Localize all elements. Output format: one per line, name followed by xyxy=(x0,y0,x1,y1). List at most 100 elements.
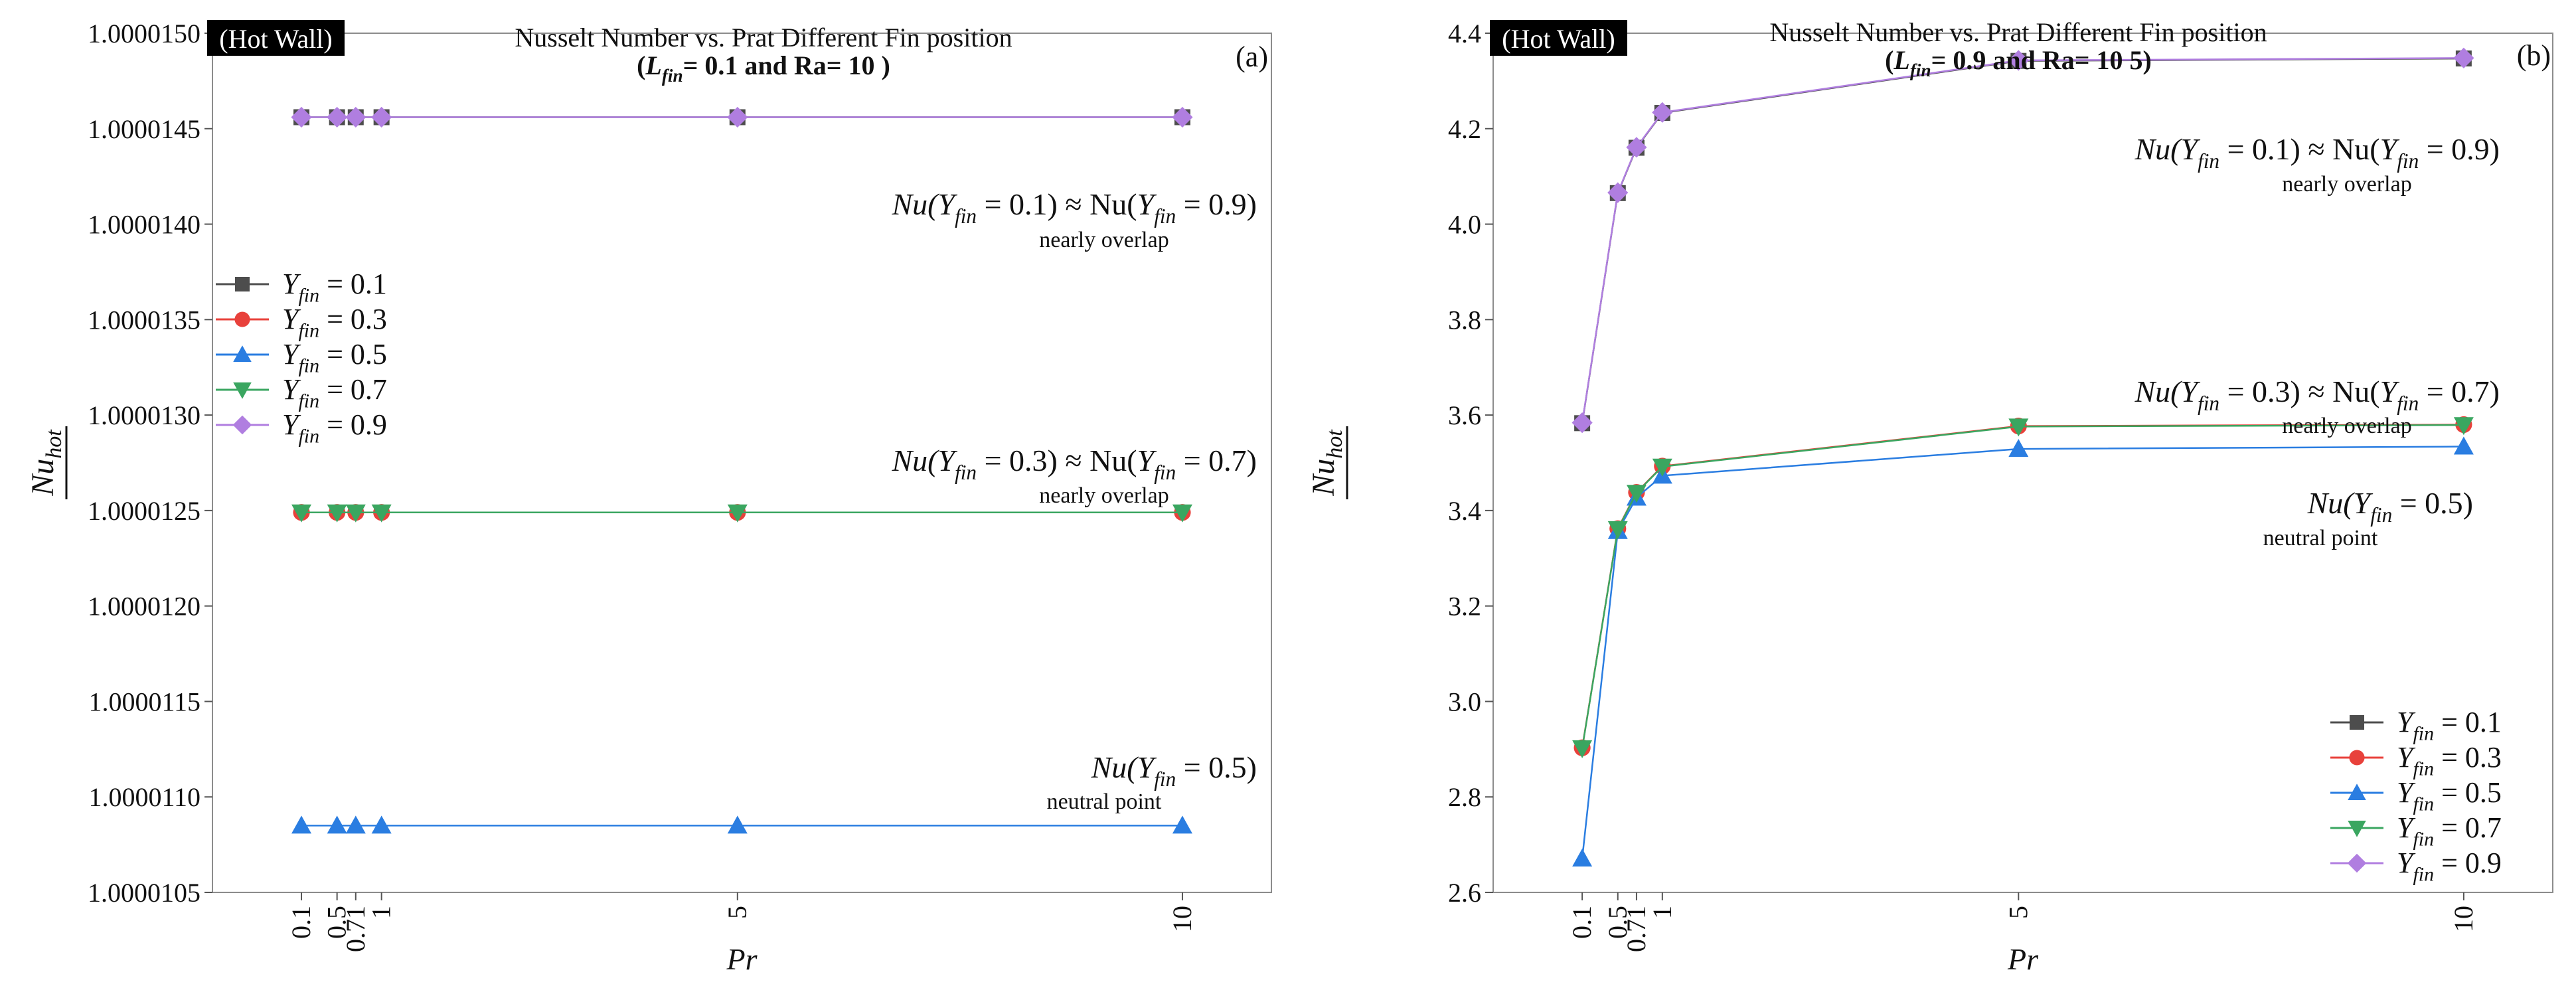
legend-swatch-marker xyxy=(2349,750,2365,766)
y-tick-label: 1.0000135 xyxy=(88,305,201,335)
series-y-fin-0-7 xyxy=(1572,417,2474,758)
data-point xyxy=(2453,417,2474,436)
legend-swatch-marker xyxy=(2348,821,2366,837)
data-point xyxy=(727,815,748,834)
legend-label: Yfin = 0.7 xyxy=(2397,811,2502,850)
data-point xyxy=(1607,521,1628,539)
y-tick-label: 3.4 xyxy=(1448,496,1481,526)
chart-title: Nusselt Number vs. Prat Different Fin po… xyxy=(515,23,1012,52)
y-axis-title: Nuhot xyxy=(1306,429,1347,497)
data-point xyxy=(291,504,312,523)
annotation-note: nearly overlap xyxy=(2282,172,2411,197)
plot-frame xyxy=(212,33,1272,893)
hot-wall-badge-label: (Hot Wall) xyxy=(219,24,332,54)
legend-swatch-marker xyxy=(234,311,250,327)
y-tick-label: 3.8 xyxy=(1448,305,1481,335)
data-point xyxy=(2453,47,2474,68)
legend-label: Yfin = 0.5 xyxy=(2397,776,2502,815)
data-point xyxy=(1572,740,1593,758)
series-line xyxy=(1581,57,2464,423)
legend-swatch-marker xyxy=(233,345,252,362)
x-tick-label: 0.5 xyxy=(322,906,352,939)
data-point xyxy=(1172,106,1193,128)
data-point xyxy=(1652,458,1672,477)
y-tick-label: 3.6 xyxy=(1448,400,1481,430)
y-tick-label: 1.0000110 xyxy=(88,782,201,812)
data-point xyxy=(727,106,748,128)
legend-label: Yfin = 0.1 xyxy=(282,268,387,306)
legend-label: Yfin = 0.7 xyxy=(282,373,387,412)
series-line xyxy=(1581,424,2464,749)
annotation-note: nearly overlap xyxy=(1039,228,1168,252)
data-point xyxy=(2008,439,2029,457)
annotation-formula: Nu(Yfin = 0.3) ≈ Nu(Yfin = 0.7) xyxy=(891,444,1257,484)
annotation-formula: Nu(Yfin = 0.5) xyxy=(2307,486,2473,527)
data-point xyxy=(327,815,347,834)
x-axis-title: Pr xyxy=(2007,942,2039,976)
y-tick-label: 1.0000145 xyxy=(88,114,201,144)
chart-title: Nusselt Number vs. Prat Different Fin po… xyxy=(1769,17,2267,47)
data-point xyxy=(1172,504,1192,523)
data-point xyxy=(291,106,312,128)
x-tick-label: 1 xyxy=(1647,906,1677,919)
chart-subtitle: (Lfin= 0.9 and Ra= 10 5) xyxy=(1885,45,2152,80)
x-tick-label: 10 xyxy=(2449,906,2478,932)
data-point xyxy=(371,504,392,523)
y-tick-label: 2.8 xyxy=(1448,782,1481,812)
annotation-note: nearly overlap xyxy=(2282,414,2411,438)
legend-swatch-marker xyxy=(232,415,252,435)
chart-subtitle: (Lfin= 0.1 and Ra= 10 ) xyxy=(637,50,890,86)
data-point xyxy=(1607,182,1629,203)
series-y-fin-0-9 xyxy=(1571,47,2474,434)
plot-frame xyxy=(1492,33,2553,893)
data-point xyxy=(345,106,366,128)
annotation-note: neutral point xyxy=(1047,789,1162,814)
legend-label: Yfin = 0.1 xyxy=(2397,706,2502,744)
y-tick-label: 1.0000140 xyxy=(88,210,201,240)
data-point xyxy=(1626,485,1647,503)
legend-label: Yfin = 0.3 xyxy=(2397,741,2502,780)
annotation-formula: Nu(Yfin = 0.1) ≈ Nu(Yfin = 0.9) xyxy=(2134,132,2500,173)
data-point xyxy=(1572,848,1593,866)
data-point xyxy=(371,815,392,834)
legend-label: Yfin = 0.3 xyxy=(282,303,387,341)
annotation-note: nearly overlap xyxy=(1039,483,1168,508)
y-tick-label: 4.0 xyxy=(1448,210,1481,240)
x-tick-label: 10 xyxy=(1167,906,1197,932)
annotation-note: neutral point xyxy=(2263,526,2378,550)
y-tick-label: 4.4 xyxy=(1448,19,1481,48)
legend-label: Yfin = 0.9 xyxy=(2397,847,2502,885)
series-y-fin-0-7 xyxy=(291,504,1192,523)
annotation-formula: Nu(Yfin = 0.5) xyxy=(1091,750,1257,791)
annotation-formula: Nu(Yfin = 0.3) ≈ Nu(Yfin = 0.7) xyxy=(2134,374,2500,415)
data-point xyxy=(1626,137,1647,158)
data-point xyxy=(327,106,348,128)
hot-wall-badge-label: (Hot Wall) xyxy=(1502,24,1615,54)
x-tick-label: 0.1 xyxy=(286,906,316,939)
y-tick-label: 4.2 xyxy=(1448,114,1481,144)
x-axis-title: Pr xyxy=(726,942,758,976)
y-tick-label: 1.0000115 xyxy=(88,687,201,716)
hot-wall-badge xyxy=(207,20,345,56)
y-tick-label: 3.0 xyxy=(1448,687,1481,716)
x-tick-label: 5 xyxy=(722,906,752,919)
series-y-fin-0-5 xyxy=(291,815,1192,834)
y-axis-title: Nuhot xyxy=(25,429,66,497)
y-tick-label: 1.0000125 xyxy=(88,496,201,526)
x-tick-label: 5 xyxy=(2003,906,2033,919)
panel-label: (a) xyxy=(1236,41,1268,73)
data-point xyxy=(371,106,392,128)
y-tick-label: 1.0000150 xyxy=(88,19,201,48)
series-y-fin-0-9 xyxy=(291,106,1193,128)
y-tick-label: 3.2 xyxy=(1448,592,1481,621)
chart-panel-b: 2.6 2.8 3.0 3.2 3.4 3.6 3.8 4.0 4.2 4.4 0.1 0.50.71… xyxy=(1306,17,2553,976)
data-point xyxy=(1571,412,1593,434)
hot-wall-badge xyxy=(1490,20,1627,56)
series-line xyxy=(1581,446,2464,859)
y-tick-label: 1.0000120 xyxy=(88,592,201,621)
panel-label: (b) xyxy=(2517,39,2551,72)
y-tick-label: 1.0000105 xyxy=(88,878,201,908)
legend-swatch-marker xyxy=(2347,853,2367,873)
